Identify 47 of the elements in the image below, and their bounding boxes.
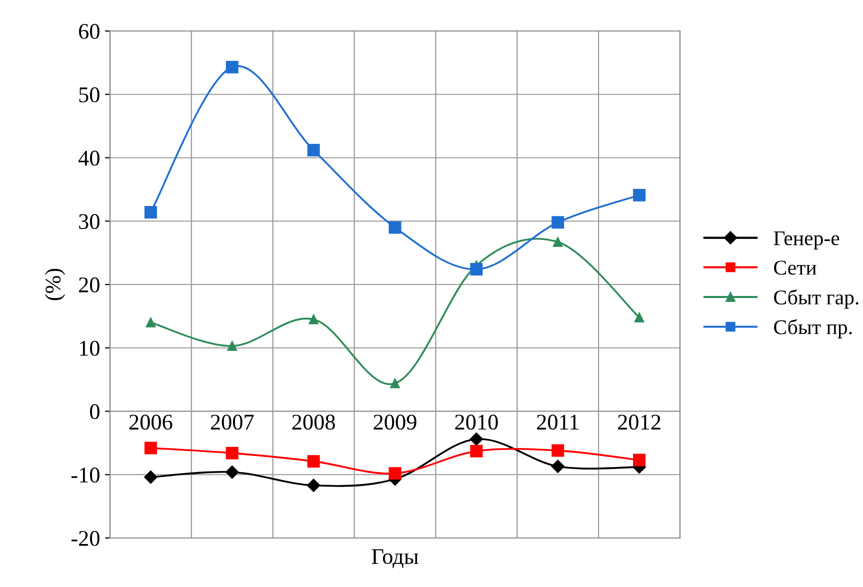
y-tick-label: -10 [71,468,100,483]
x-tick-label: 2012 [618,414,660,430]
point [306,478,320,492]
point [308,314,318,324]
point [552,216,564,229]
legend-label: Сбыт пр. [774,319,852,338]
point [227,341,238,351]
point [634,312,644,322]
point [633,188,646,202]
y-tick-label: 0 [90,404,100,420]
y-tick-label: 50 [79,87,100,102]
point [144,470,158,484]
y-tick-label: -20 [71,530,100,546]
point [388,467,402,480]
point [470,444,483,458]
x-tick-label: 2006 [129,414,172,430]
legend-label: Сети [774,260,816,275]
point [226,466,239,479]
point [226,446,238,460]
legend-label: Сбыт гар. [774,289,858,309]
x-axis-title: Годы [372,549,418,568]
point [146,318,156,328]
point [390,378,400,388]
y-tick-label: 60 [79,24,100,39]
point [552,237,563,247]
x-tick-label: 2009 [374,414,416,430]
x-tick-label: 2008 [292,414,335,430]
legend-label: Генер-е [774,231,840,250]
point [144,442,157,454]
y-tick-label: 10 [80,340,100,356]
point [552,444,564,457]
point [226,60,238,74]
x-tick-label: 2007 [210,414,254,430]
point [551,460,564,473]
point [470,432,484,446]
y-tick-label: 20 [79,277,100,292]
point [470,263,483,276]
x-tick-label: 2010 [455,414,498,430]
y-tick-label: 40 [78,150,100,166]
point [388,221,402,234]
point [307,144,320,156]
point [307,455,320,468]
y-tick-label: 30 [79,214,100,230]
point [144,206,157,219]
y-axis-title: (%) [44,268,66,300]
point [633,454,646,466]
x-tick-label: 2011 [537,414,578,430]
